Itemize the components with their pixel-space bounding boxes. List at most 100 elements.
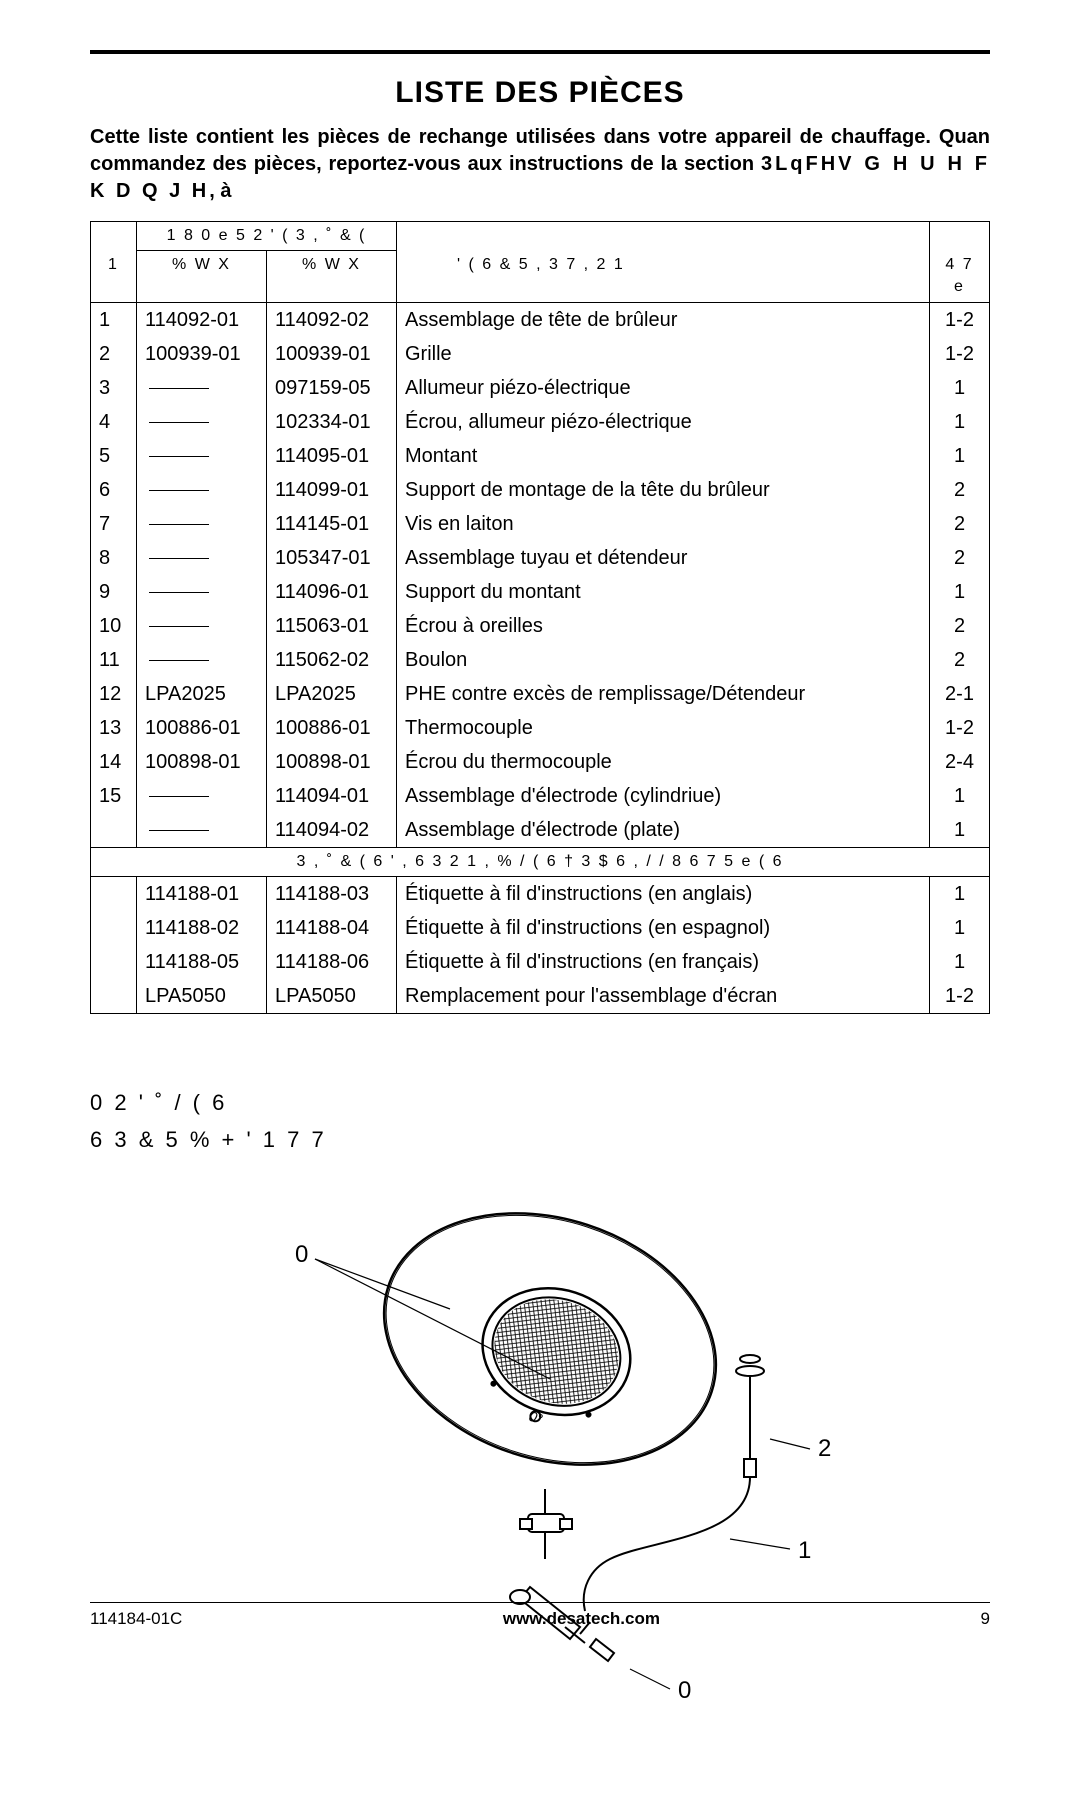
table-cell-key: 5: [91, 439, 137, 473]
table-cell-p1: [137, 473, 267, 507]
table-cell-qty: 1: [930, 575, 990, 609]
table-cell-qty: 1-2: [930, 979, 990, 1014]
table-cell-qty: 1: [930, 877, 990, 912]
table-cell-key: 6: [91, 473, 137, 507]
table-cell-p1: 114188-05: [137, 945, 267, 979]
table-cell-p1: 114092-01: [137, 302, 267, 337]
table-cell-key: 2: [91, 337, 137, 371]
table-cell-p1: [137, 813, 267, 848]
models-l1: 0 2 ' ˚ / ( 6: [90, 1084, 990, 1121]
table-cell-desc: Assemblage de tête de brûleur: [397, 302, 930, 337]
table-cell-desc: Écrou à oreilles: [397, 609, 930, 643]
table-cell-key: 3: [91, 371, 137, 405]
table-cell-key: [91, 979, 137, 1014]
table-cell-desc: Assemblage tuyau et détendeur: [397, 541, 930, 575]
table-cell-desc: Support de montage de la tête du brûleur: [397, 473, 930, 507]
table-cell-qty: 1-2: [930, 711, 990, 745]
table-cell-p1: [137, 439, 267, 473]
table-cell-p2: 114099-01: [267, 473, 397, 507]
table-cell-p2: LPA5050: [267, 979, 397, 1014]
table-cell-desc: Allumeur piézo-électrique: [397, 371, 930, 405]
table-cell-desc: Remplacement pour l'assemblage d'écran: [397, 979, 930, 1014]
table-cell-desc: Montant: [397, 439, 930, 473]
table-cell-desc: Vis en laiton: [397, 507, 930, 541]
table-cell-desc: Étiquette à fil d'instructions (en franç…: [397, 945, 930, 979]
table-cell-qty: 2-1: [930, 677, 990, 711]
table-cell-p1: [137, 779, 267, 813]
sub-header: 3 , ˚ & ( 6 ' , 6 3 2 1 , % / ( 6 † 3 $ …: [91, 847, 990, 876]
table-cell-p2: 115062-02: [267, 643, 397, 677]
table-cell-p2: 114188-04: [267, 911, 397, 945]
hdr-btu2: % W X: [267, 251, 397, 302]
hdr-btu1: % W X: [137, 251, 267, 302]
table-cell-qty: 1-2: [930, 337, 990, 371]
top-rule: [90, 50, 990, 54]
table-cell-qty: 2: [930, 643, 990, 677]
table-cell-p2: 114188-03: [267, 877, 397, 912]
table-cell-p1: [137, 507, 267, 541]
table-cell-key: 13: [91, 711, 137, 745]
table-cell-key: 9: [91, 575, 137, 609]
hdr-qty: 4 7 e: [930, 251, 990, 302]
table-cell-p2: 114094-01: [267, 779, 397, 813]
table-cell-key: [91, 945, 137, 979]
table-cell-desc: Grille: [397, 337, 930, 371]
table-cell-key: [91, 813, 137, 848]
table-cell-p2: 097159-05: [267, 371, 397, 405]
table-cell-p1: [137, 575, 267, 609]
hdr-desc: ' ( 6 & 5 , 3 7 , 2 1: [397, 251, 930, 302]
table-cell-p2: 114188-06: [267, 945, 397, 979]
table-cell-p2: 100886-01: [267, 711, 397, 745]
table-cell-qty: 2: [930, 473, 990, 507]
table-cell-p1: [137, 643, 267, 677]
diag-label-c: 1: [798, 1537, 811, 1565]
intro-line2a: commandez des pièces, reportez-vous aux …: [90, 153, 754, 175]
table-cell-key: 14: [91, 745, 137, 779]
hdr-key: 1: [91, 251, 137, 302]
footer-left: 114184-01C: [90, 1609, 182, 1629]
table-cell-p1: 114188-02: [137, 911, 267, 945]
table-cell-qty: 2-4: [930, 745, 990, 779]
table-cell-key: [91, 911, 137, 945]
table-cell-p1: LPA5050: [137, 979, 267, 1014]
table-cell-p1: [137, 405, 267, 439]
diag-label-b: 2: [818, 1435, 831, 1463]
page-footer: 114184-01C www.desatech.com 9: [90, 1602, 990, 1629]
table-cell-desc: Étiquette à fil d'instructions (en angla…: [397, 877, 930, 912]
table-cell-qty: 1: [930, 813, 990, 848]
table-cell-qty: 1: [930, 439, 990, 473]
table-cell-key: 11: [91, 643, 137, 677]
table-cell-p2: LPA2025: [267, 677, 397, 711]
table-cell-p2: 114092-02: [267, 302, 397, 337]
table-cell-key: [91, 877, 137, 912]
table-cell-p2: 100939-01: [267, 337, 397, 371]
table-cell-desc: Écrou, allumeur piézo-électrique: [397, 405, 930, 439]
table-cell-p1: [137, 609, 267, 643]
intro-line1: Cette liste contient les pièces de recha…: [90, 126, 990, 148]
table-cell-desc: Thermocouple: [397, 711, 930, 745]
table-cell-p1: LPA2025: [137, 677, 267, 711]
table-cell-p2: 114095-01: [267, 439, 397, 473]
page-title: LISTE DES PIÈCES: [90, 76, 990, 110]
diag-label-d: 0: [678, 1677, 691, 1705]
hdr-top: 1 8 0 e 5 2 ' ( 3 , ˚ & (: [137, 222, 397, 251]
table-cell-p2: 102334-01: [267, 405, 397, 439]
intro-text: Cette liste contient les pièces de recha…: [90, 124, 990, 205]
table-cell-desc: Étiquette à fil d'instructions (en espag…: [397, 911, 930, 945]
table-cell-key: 8: [91, 541, 137, 575]
table-cell-p1: 100898-01: [137, 745, 267, 779]
table-cell-qty: 2: [930, 507, 990, 541]
table-cell-desc: Boulon: [397, 643, 930, 677]
table-cell-key: 1: [91, 302, 137, 337]
table-cell-p1: [137, 541, 267, 575]
table-cell-qty: 1-2: [930, 302, 990, 337]
table-cell-key: 4: [91, 405, 137, 439]
table-cell-key: 10: [91, 609, 137, 643]
table-cell-qty: 2: [930, 609, 990, 643]
table-cell-key: 15: [91, 779, 137, 813]
table-cell-desc: Assemblage d'électrode (plate): [397, 813, 930, 848]
table-cell-desc: PHE contre excès de remplissage/Détendeu…: [397, 677, 930, 711]
table-cell-p2: 114096-01: [267, 575, 397, 609]
parts-table: 1 8 0 e 5 2 ' ( 3 , ˚ & ( 1 % W X % W X …: [90, 221, 990, 1014]
models-block: 0 2 ' ˚ / ( 6 6 3 & 5 % + ' 1 7 7: [90, 1084, 990, 1159]
